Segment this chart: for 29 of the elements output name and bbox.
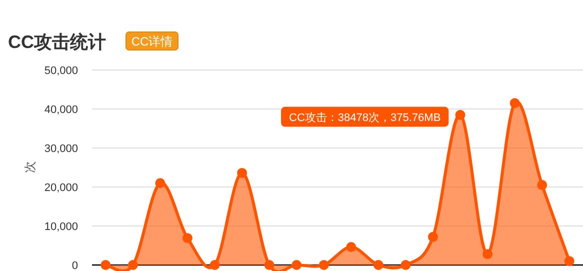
point <box>346 242 356 252</box>
y-tick-label: 40,000 <box>44 104 78 116</box>
point <box>373 260 384 270</box>
y-axis-title: 次 <box>23 161 37 173</box>
point <box>264 260 274 270</box>
point <box>482 249 493 260</box>
point <box>128 260 138 270</box>
point <box>100 260 111 270</box>
point <box>510 98 520 108</box>
chart-subtitle: CC详情 <box>131 34 173 48</box>
y-tick-label: 30,000 <box>44 143 78 155</box>
point <box>292 260 302 270</box>
point <box>155 178 166 188</box>
point <box>400 260 411 270</box>
y-tick-label: 20,000 <box>44 182 78 194</box>
point <box>237 168 248 178</box>
point <box>537 180 548 190</box>
point <box>564 256 574 266</box>
point <box>455 110 466 120</box>
y-tick-label: 50,000 <box>44 65 78 77</box>
point <box>210 260 220 270</box>
point <box>318 260 329 270</box>
button: CC详情 <box>126 32 178 50</box>
point <box>182 233 192 244</box>
annotation: CC攻击：38478次，375.76MB <box>289 110 441 124</box>
chart-title: CC攻击统计 <box>8 32 106 52</box>
y-tick-label: 0 <box>72 260 78 271</box>
point <box>428 232 438 242</box>
y-tick-label: 10,000 <box>44 221 78 233</box>
